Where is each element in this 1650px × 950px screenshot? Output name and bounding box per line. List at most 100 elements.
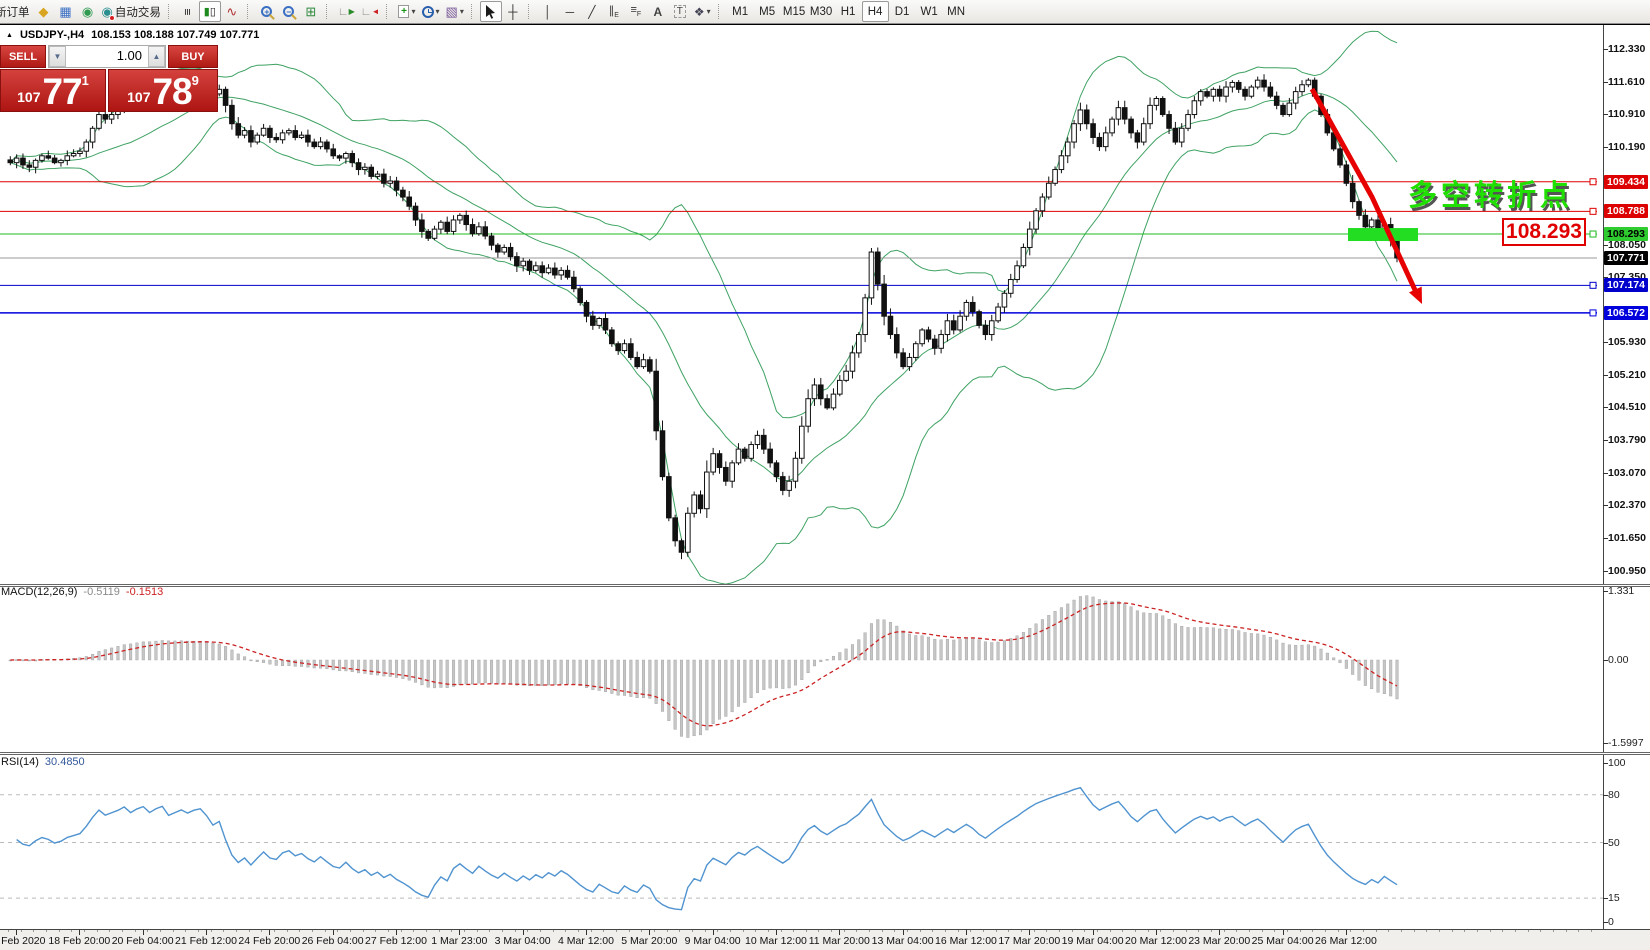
volume-input[interactable]: 1.00 <box>116 48 142 63</box>
time-tick-major <box>902 930 904 935</box>
volume-stepper: ▼ 1.00 ▲ <box>48 45 166 68</box>
time-tick-minor <box>805 930 807 932</box>
text-button[interactable]: A <box>647 1 669 22</box>
timeframe-w1[interactable]: W1 <box>916 1 943 22</box>
one-click-trading-panel: SELL ▼ 1.00 ▲ BUY 107 77 1 107 78 9 <box>0 45 218 112</box>
periods-button[interactable]: ▾ <box>419 1 443 22</box>
toolbar-separator <box>325 4 332 19</box>
time-tick-minor <box>463 930 465 932</box>
bar-chart-button[interactable]: ≡ <box>177 1 199 22</box>
time-tick-minor <box>185 930 187 932</box>
time-tick-minor <box>159 930 161 932</box>
time-tick-minor <box>1464 930 1466 932</box>
text-label-button[interactable]: T <box>669 1 691 22</box>
support-highlight-rect <box>1348 228 1418 242</box>
templates-button[interactable]: ▧ ▾ <box>443 1 467 22</box>
time-tick-minor <box>1451 930 1453 932</box>
shapes-button[interactable]: ❖ ▾ <box>691 1 714 22</box>
price-tick-102.370: 102.370 <box>1608 499 1646 512</box>
timeframe-m15[interactable]: M15 <box>781 1 808 22</box>
time-tick-minor <box>299 930 301 932</box>
channel-button[interactable]: ∥E <box>603 1 625 22</box>
crosshair-button[interactable]: ┼ <box>502 1 524 22</box>
price-label-108.293[interactable]: 108.293 <box>1604 227 1648 242</box>
vertical-line-button[interactable]: │ <box>537 1 559 22</box>
time-tick-minor <box>210 930 212 932</box>
tile-windows-button[interactable]: ⊞ <box>300 1 322 22</box>
candlestick-chart-button[interactable]: ▮ ▯ <box>198 1 221 22</box>
timeframe-mn[interactable]: MN <box>943 1 970 22</box>
time-tick-minor <box>387 930 389 932</box>
timeframe-d1[interactable]: D1 <box>889 1 916 22</box>
template-icon: ▧ <box>445 3 458 19</box>
auto-scroll-button[interactable]: ∟ ▶ <box>335 1 358 22</box>
main-macd-divider[interactable] <box>0 584 1650 587</box>
time-tick-minor <box>1388 930 1390 932</box>
chart-shift-button[interactable]: ∟ ◄ <box>358 1 383 22</box>
timeframe-h4[interactable]: H4 <box>861 1 889 22</box>
timeframe-m30[interactable]: M30 <box>808 1 835 22</box>
time-tick-minor <box>717 930 719 932</box>
zoom-in-button[interactable]: + <box>256 1 278 22</box>
horizontal-line-button[interactable]: ─ <box>559 1 581 22</box>
time-tick-minor <box>451 930 453 932</box>
horizontal-line-icon: ─ <box>565 4 575 19</box>
price-label-107.174[interactable]: 107.174 <box>1604 278 1648 293</box>
market-watch-button[interactable]: ◆ <box>33 1 55 22</box>
time-tick-major <box>775 930 777 935</box>
chevron-down-icon: ▾ <box>411 7 416 16</box>
time-tick-major <box>205 930 207 935</box>
time-label: 19 Mar 04:00 <box>1061 935 1124 947</box>
line-chart-button[interactable]: ∿ <box>221 1 243 22</box>
volume-increase-button[interactable]: ▲ <box>148 46 165 67</box>
macd-rsi-divider[interactable] <box>0 752 1650 755</box>
price-tick-mark <box>1603 473 1608 475</box>
toolbar-separator <box>717 4 724 19</box>
time-tick-major <box>395 930 397 935</box>
sell-button[interactable]: SELL <box>0 45 46 68</box>
time-tick-minor <box>1071 930 1073 932</box>
price-label-108.788[interactable]: 108.788 <box>1604 204 1648 219</box>
trendline-icon: ╱ <box>588 4 596 19</box>
time-tick-minor <box>1109 930 1111 932</box>
time-tick-minor <box>527 930 529 932</box>
volume-decrease-button[interactable]: ▼ <box>49 46 66 67</box>
price-tick-101.650: 101.650 <box>1608 532 1646 545</box>
timeframe-m1[interactable]: M1 <box>727 1 754 22</box>
timeframe-m5[interactable]: M5 <box>754 1 781 22</box>
buy-price-button[interactable]: 107 78 9 <box>108 69 218 112</box>
price-label-109.434[interactable]: 109.434 <box>1604 174 1648 189</box>
navigator-button[interactable]: ◉ <box>77 1 99 22</box>
time-tick-minor <box>590 930 592 932</box>
timeframe-h1[interactable]: H1 <box>835 1 862 22</box>
fibonacci-button[interactable]: ≡F <box>625 1 647 22</box>
buy-button[interactable]: BUY <box>168 45 218 68</box>
time-tick-minor <box>109 930 111 932</box>
time-tick-major <box>1219 930 1221 935</box>
time-tick-minor <box>71 930 73 932</box>
price-label-107.771[interactable]: 107.771 <box>1604 250 1648 265</box>
indicators-button[interactable]: + ▾ <box>395 1 418 22</box>
time-tick-minor <box>577 930 579 932</box>
chart-ohlc-values: 108.153 108.188 107.749 107.771 <box>91 29 260 41</box>
price-annotation-box[interactable]: 108.293 <box>1502 218 1586 246</box>
auto-scroll-icon: ∟ ▶ <box>337 5 355 18</box>
data-window-button[interactable]: ▦ <box>55 1 77 22</box>
sell-price-button[interactable]: 107 77 1 <box>0 69 106 112</box>
autotrading-button[interactable]: ◉ 自动交易 <box>99 1 164 22</box>
zoom-out-button[interactable]: − <box>278 1 300 22</box>
price-tick-mark <box>1603 440 1608 442</box>
time-label: 17 Mar 20:00 <box>998 935 1061 947</box>
time-tick-minor <box>957 930 959 932</box>
zoom-out-icon: − <box>283 6 295 17</box>
chart-context-arrow-icon: ▲ <box>6 31 13 39</box>
time-tick-minor <box>96 930 98 932</box>
trendline-button[interactable]: ╱ <box>581 1 603 22</box>
new-order-button[interactable]: 新订单 <box>0 1 33 22</box>
chart-canvas[interactable] <box>0 25 1650 950</box>
cursor-button[interactable] <box>479 1 502 22</box>
price-label-106.572[interactable]: 106.572 <box>1604 305 1648 320</box>
time-tick-minor <box>818 930 820 932</box>
time-label: 4 Mar 12:00 <box>557 935 614 947</box>
